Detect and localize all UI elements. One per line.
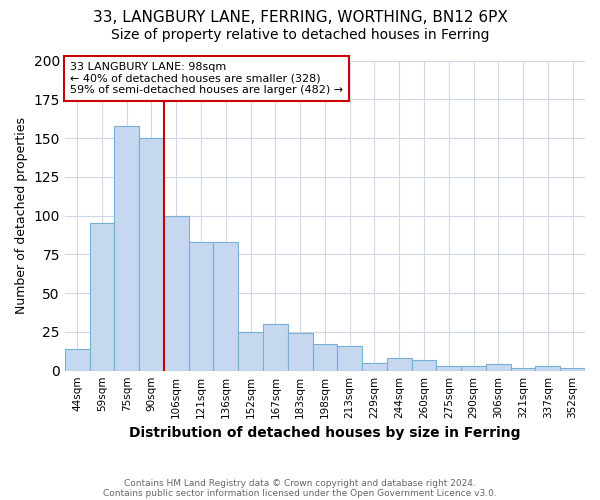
Bar [362, 363, 387, 370]
Bar [238, 332, 263, 370]
Bar [188, 242, 214, 370]
Bar [412, 360, 436, 370]
Text: Size of property relative to detached houses in Ferring: Size of property relative to detached ho… [111, 28, 489, 42]
X-axis label: Distribution of detached houses by size in Ferring: Distribution of detached houses by size … [129, 426, 521, 440]
Bar [89, 224, 115, 370]
Text: Contains HM Land Registry data © Crown copyright and database right 2024.: Contains HM Land Registry data © Crown c… [124, 478, 476, 488]
Bar [65, 349, 89, 370]
Bar [313, 344, 337, 370]
Bar [387, 358, 412, 370]
Bar [337, 346, 362, 370]
Bar [139, 138, 164, 370]
Bar [214, 242, 238, 370]
Bar [288, 334, 313, 370]
Y-axis label: Number of detached properties: Number of detached properties [15, 117, 28, 314]
Text: 33 LANGBURY LANE: 98sqm
← 40% of detached houses are smaller (328)
59% of semi-d: 33 LANGBURY LANE: 98sqm ← 40% of detache… [70, 62, 343, 96]
Bar [560, 368, 585, 370]
Bar [164, 216, 188, 370]
Bar [461, 366, 486, 370]
Bar [486, 364, 511, 370]
Bar [511, 368, 535, 370]
Bar [535, 366, 560, 370]
Bar [263, 324, 288, 370]
Text: Contains public sector information licensed under the Open Government Licence v3: Contains public sector information licen… [103, 488, 497, 498]
Text: 33, LANGBURY LANE, FERRING, WORTHING, BN12 6PX: 33, LANGBURY LANE, FERRING, WORTHING, BN… [92, 10, 508, 25]
Bar [115, 126, 139, 370]
Bar [436, 366, 461, 370]
